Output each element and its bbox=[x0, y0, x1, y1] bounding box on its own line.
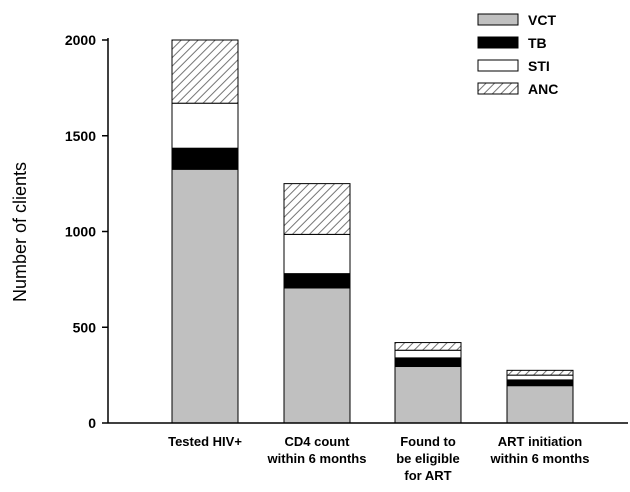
y-tick-label: 1500 bbox=[65, 128, 96, 144]
legend-label-sti: STI bbox=[528, 58, 550, 74]
bar-segment-sti-2 bbox=[394, 349, 462, 359]
bar-segment-sti-0 bbox=[171, 102, 239, 149]
bar-segment-tb-3 bbox=[506, 379, 574, 387]
bar-segment-vct-2 bbox=[394, 366, 462, 424]
bar-segment-sti-3 bbox=[506, 374, 574, 381]
y-axis-title: Number of clients bbox=[10, 162, 30, 302]
y-tick-label: 0 bbox=[88, 415, 96, 431]
bar-segment-vct-0 bbox=[171, 168, 239, 424]
legend-swatch-anc bbox=[477, 82, 519, 95]
x-category-label: ART initiation bbox=[498, 434, 583, 449]
y-tick-labels: 0 500 1000 1500 2000 bbox=[65, 32, 96, 431]
legend-swatch-tb bbox=[477, 36, 519, 49]
x-category-label: within 6 months bbox=[490, 451, 590, 466]
x-category-label: Tested HIV+ bbox=[168, 434, 242, 449]
x-category-label: within 6 months bbox=[267, 451, 367, 466]
y-tick-label: 1000 bbox=[65, 224, 96, 240]
bar-segment-anc-1 bbox=[283, 183, 351, 235]
x-category-label: for ART bbox=[404, 468, 451, 483]
x-category-labels: Tested HIV+ CD4 count within 6 months Found… bbox=[168, 434, 589, 483]
legend-label-vct: VCT bbox=[528, 12, 556, 28]
y-tick-label: 500 bbox=[73, 319, 97, 335]
bar-segment-anc-0 bbox=[171, 39, 239, 104]
x-category-label: Found to bbox=[400, 434, 456, 449]
legend-swatch-sti bbox=[477, 59, 519, 72]
x-category-label: CD4 count bbox=[285, 434, 351, 449]
bars-group bbox=[171, 39, 574, 424]
legend-label-tb: TB bbox=[528, 35, 547, 51]
bar-segment-tb-2 bbox=[394, 357, 462, 368]
bar-segment-vct-3 bbox=[506, 385, 574, 424]
legend-label-anc: ANC bbox=[528, 81, 558, 97]
bar-segment-sti-1 bbox=[283, 233, 351, 275]
bar-segment-tb-1 bbox=[283, 273, 351, 289]
x-category-label: be eligible bbox=[396, 451, 460, 466]
bar-segment-vct-1 bbox=[283, 287, 351, 424]
bar-segment-anc-3 bbox=[506, 369, 574, 376]
axes-group bbox=[102, 38, 628, 424]
bar-segment-tb-0 bbox=[171, 147, 239, 170]
bar-segment-anc-2 bbox=[394, 342, 462, 351]
y-tick-label: 2000 bbox=[65, 32, 96, 48]
legend: VCT TB STI ANC bbox=[477, 12, 558, 97]
legend-swatch-vct bbox=[477, 13, 519, 26]
